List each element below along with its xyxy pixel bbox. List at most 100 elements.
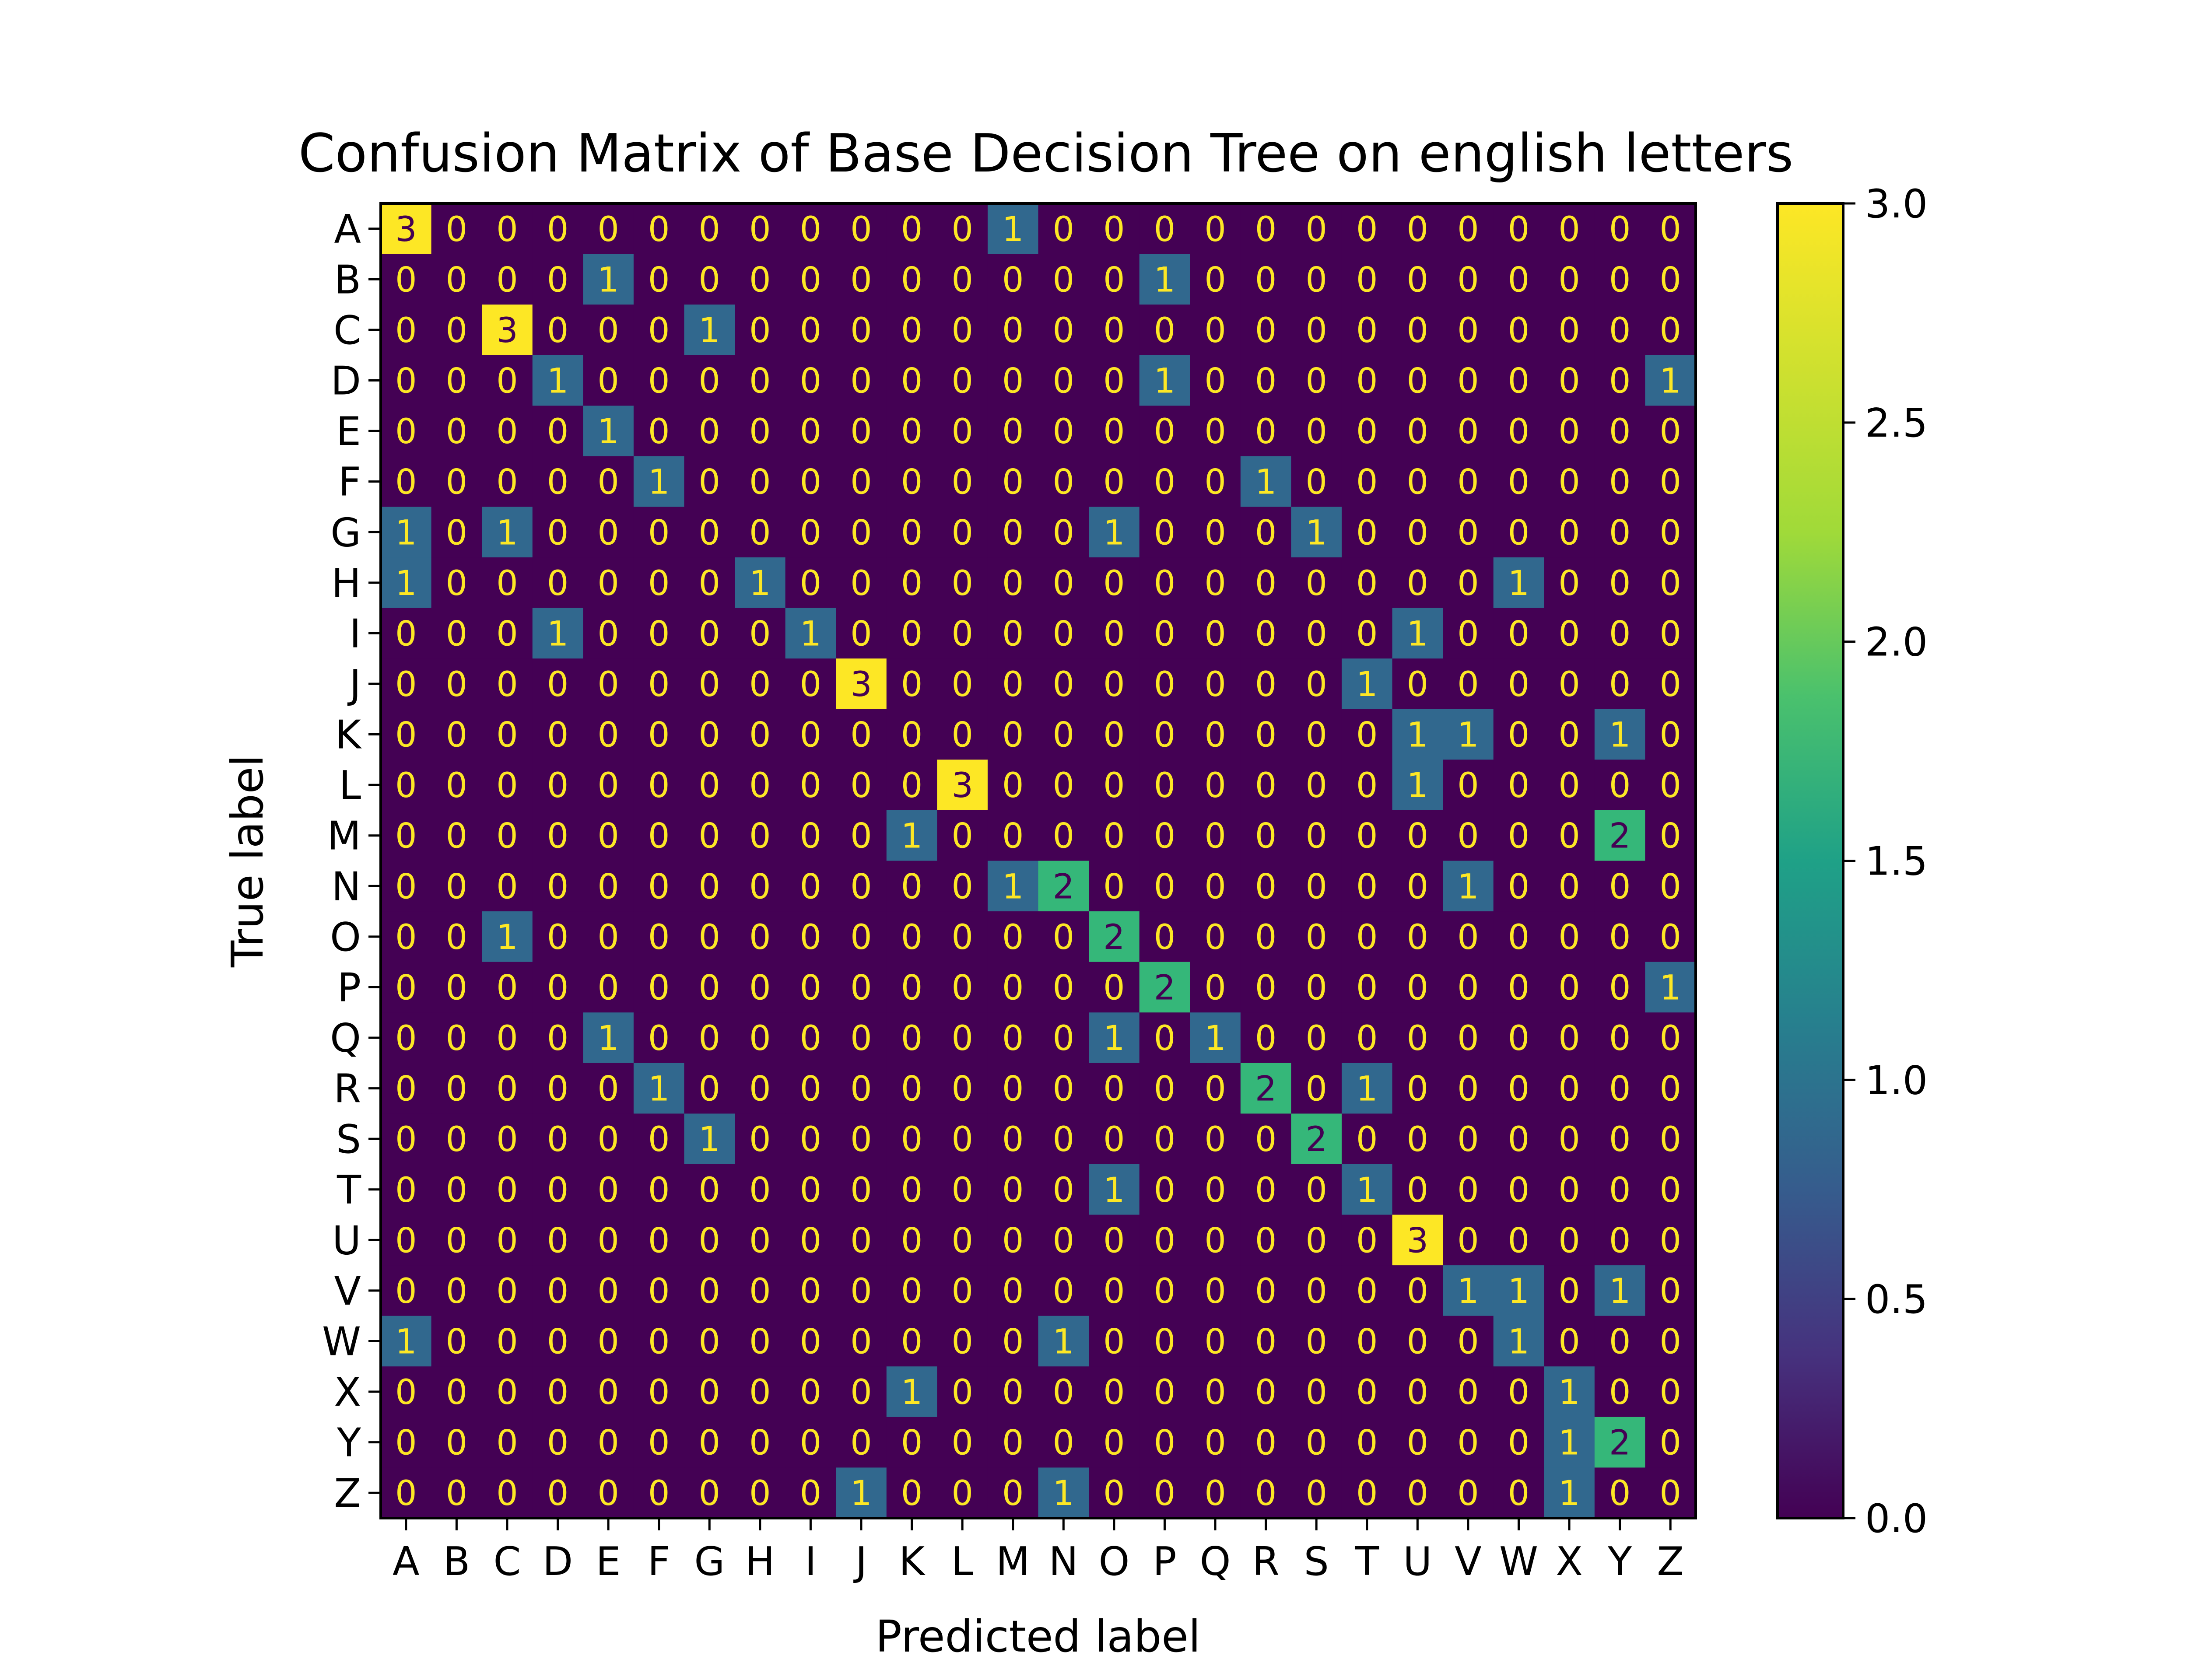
cell-value-label: 0: [1407, 412, 1429, 452]
cell-value-label: 0: [951, 1120, 973, 1159]
matrix-cell: [1240, 1265, 1291, 1316]
cell-value-label: 0: [749, 1070, 771, 1109]
matrix-cell: [1291, 911, 1342, 962]
matrix-cell: [735, 1417, 786, 1468]
cell-value-label: 0: [1508, 311, 1530, 350]
matrix-cell: [1341, 1012, 1393, 1064]
matrix-cell: [1645, 861, 1696, 912]
cell-value-label: 0: [1508, 968, 1530, 1008]
matrix-cell: [785, 658, 836, 710]
cell-value-label: 0: [1305, 1070, 1327, 1109]
matrix-cell: [482, 406, 533, 457]
matrix-cell: [836, 254, 887, 305]
matrix-cell: [735, 1265, 786, 1316]
matrix-cell: [381, 1316, 432, 1367]
cell-value-label: 0: [496, 1322, 518, 1362]
cell-value-label: 0: [1659, 1221, 1681, 1260]
matrix-cell: [381, 608, 432, 659]
cell-value-label: 0: [1002, 1373, 1024, 1412]
matrix-cell: [1139, 1366, 1190, 1418]
matrix-cell: [1493, 1467, 1544, 1519]
cell-value-label: 0: [1508, 412, 1530, 452]
matrix-cell: [633, 962, 685, 1013]
matrix-cell: [482, 1012, 533, 1064]
matrix-cell: [1190, 810, 1241, 861]
matrix-cell: [1038, 810, 1089, 861]
cell-value-label: 0: [1659, 412, 1681, 452]
y-tick-label: U: [332, 1218, 361, 1264]
cell-value-label: 0: [951, 412, 973, 452]
matrix-cell: [1291, 1417, 1342, 1468]
cell-value-label: 0: [1457, 766, 1479, 805]
matrix-cell: [785, 406, 836, 457]
cell-value-label: 0: [1103, 614, 1125, 654]
matrix-cell: [836, 608, 887, 659]
matrix-cell: [1594, 203, 1646, 255]
matrix-cell: [987, 709, 1039, 760]
matrix-cell: [1240, 507, 1291, 558]
cell-value-label: 0: [547, 1322, 569, 1362]
matrix-cell: [583, 1164, 634, 1215]
cell-value-label: 0: [1558, 918, 1580, 957]
cell-value-label: 0: [597, 614, 619, 654]
cell-value-label: 0: [951, 1272, 973, 1311]
cell-value-label: 0: [800, 1424, 822, 1463]
matrix-cell: [1443, 456, 1494, 508]
matrix-cell: [1594, 962, 1646, 1013]
matrix-cell: [1139, 658, 1190, 710]
cell-value-label: 3: [395, 210, 417, 249]
cell-value-label: 0: [1609, 1171, 1631, 1210]
matrix-cell: [1139, 203, 1190, 255]
matrix-cell: [1594, 608, 1646, 659]
matrix-cell: [1341, 304, 1393, 356]
matrix-cell: [1190, 658, 1241, 710]
cell-value-label: 0: [1609, 564, 1631, 603]
cell-value-label: 0: [850, 867, 872, 906]
matrix-cell: [633, 557, 685, 609]
cell-value-label: 0: [395, 766, 417, 805]
matrix-cell: [583, 406, 634, 457]
cell-value-label: 0: [1407, 513, 1429, 553]
cell-value-label: 0: [1002, 463, 1024, 502]
matrix-cell: [785, 1265, 836, 1316]
matrix-cell: [1443, 1467, 1494, 1519]
matrix-cell: [987, 1063, 1039, 1114]
cell-value-label: 3: [850, 665, 872, 704]
x-tick-label: C: [494, 1539, 521, 1585]
matrix-cell: [633, 507, 685, 558]
cell-value-label: 0: [1407, 260, 1429, 300]
matrix-cell: [1544, 1164, 1595, 1215]
cell-value-label: 0: [1204, 968, 1226, 1008]
cell-value-label: 0: [749, 1474, 771, 1513]
cell-value-label: 0: [648, 1474, 670, 1513]
cell-value-label: 0: [395, 918, 417, 957]
cell-value-label: 0: [648, 867, 670, 906]
matrix-cell: [532, 1366, 583, 1418]
matrix-cell: [1341, 1467, 1393, 1519]
cell-value-label: 0: [496, 210, 518, 249]
cell-value-label: 0: [698, 260, 720, 300]
cell-value-label: 0: [1052, 513, 1074, 553]
cell-value-label: 0: [749, 665, 771, 704]
matrix-cell: [1594, 1467, 1646, 1519]
matrix-cell: [532, 456, 583, 508]
cell-value-label: 0: [1103, 210, 1125, 249]
cell-value-label: 0: [1558, 1221, 1580, 1260]
matrix-cell: [735, 406, 786, 457]
matrix-cell: [886, 254, 937, 305]
cell-value-label: 0: [1356, 1019, 1378, 1058]
matrix-cell: [785, 355, 836, 406]
cell-value-label: 0: [850, 1221, 872, 1260]
matrix-cell: [532, 507, 583, 558]
cell-value-label: 0: [749, 1272, 771, 1311]
matrix-cell: [1544, 1467, 1595, 1519]
matrix-cell: [987, 203, 1039, 255]
matrix-cell: [1139, 1063, 1190, 1114]
cell-value-label: 0: [446, 1322, 468, 1362]
cell-value-label: 0: [749, 1221, 771, 1260]
cell-value-label: 0: [698, 665, 720, 704]
cell-value-label: 0: [749, 1019, 771, 1058]
cell-value-label: 0: [1356, 1373, 1378, 1412]
matrix-cell: [785, 810, 836, 861]
cell-value-label: 1: [547, 614, 569, 654]
